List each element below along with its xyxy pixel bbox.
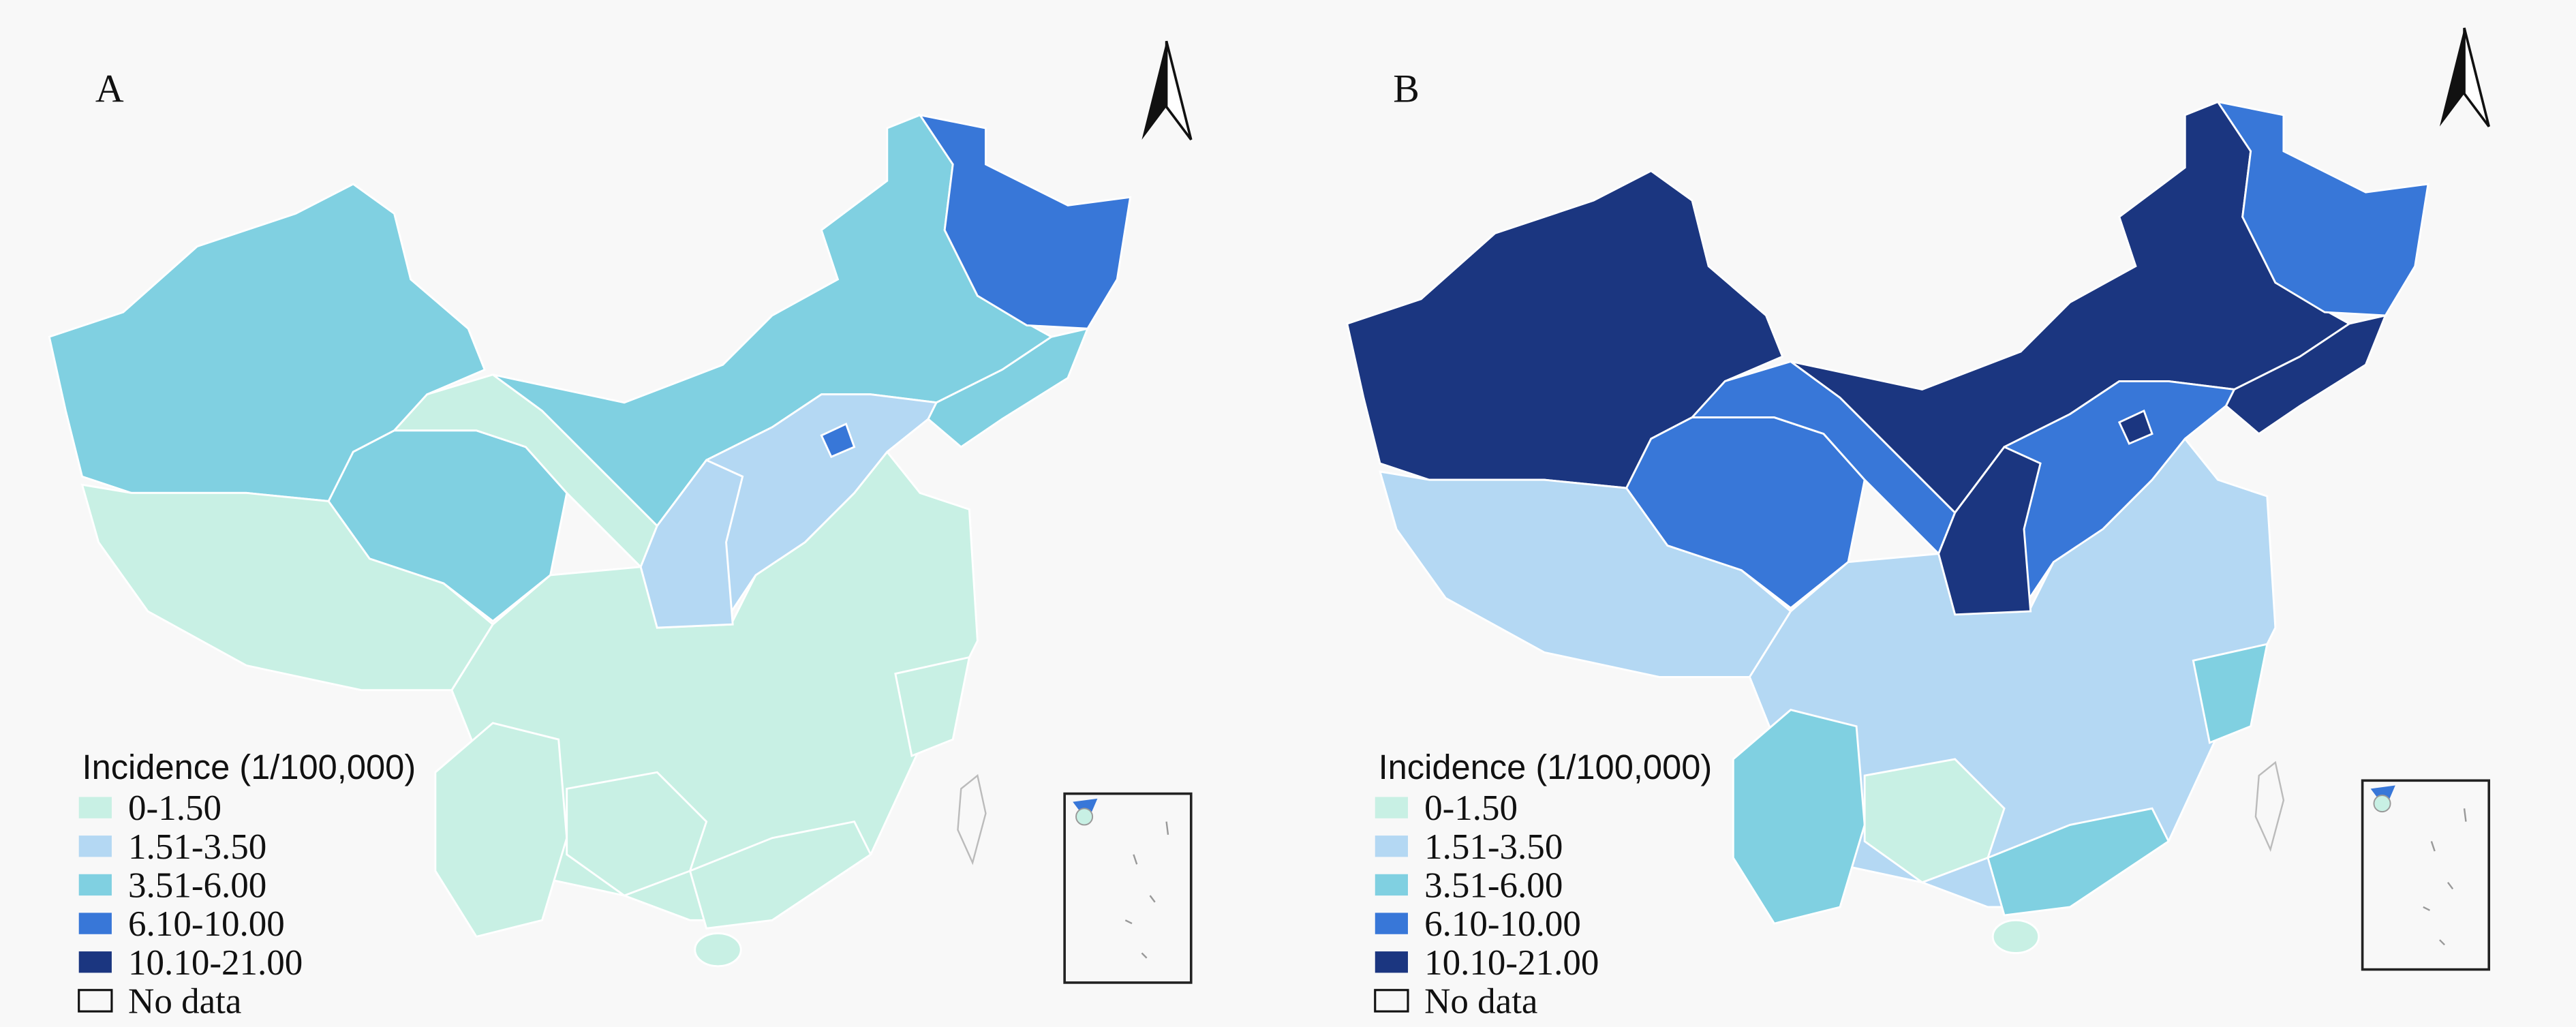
legend-title: Incidence (1/100,000) (1379, 748, 1713, 786)
legend-swatch (78, 836, 112, 857)
legend-label: 10.10-21.00 (128, 943, 303, 983)
legend-label: 1.51-3.50 (1424, 827, 1563, 867)
panel-label: A (95, 66, 124, 110)
legend-swatch (1375, 874, 1408, 896)
legend-label: 3.51-6.00 (128, 866, 266, 906)
legend-label: 10.10-21.00 (1424, 943, 1599, 983)
region (1991, 919, 2040, 954)
region (694, 932, 742, 968)
legend-swatch (78, 874, 112, 896)
legend-label: No data (1424, 982, 1537, 1022)
legend: Incidence (1/100,000)0-1.501.51-3.503.51… (1374, 748, 1713, 1022)
legend-swatch (78, 951, 112, 973)
legend: Incidence (1/100,000)0-1.501.51-3.503.51… (78, 748, 416, 1022)
legend-swatch (1374, 989, 1409, 1013)
legend-swatch (1375, 951, 1408, 973)
legend-swatch (1375, 913, 1408, 934)
panel-a: A Incidence (1/100,000)0-1.501.51-3.503.… (48, 40, 1193, 1022)
panel-label: B (1393, 66, 1420, 110)
legend-swatch (78, 797, 112, 818)
legend-swatch (1375, 797, 1408, 818)
legend-label: 0-1.50 (1424, 788, 1518, 828)
legend-label: 6.10-10.00 (1424, 904, 1581, 944)
panel-b: B Incidence (1/100,000)0-1.501.51-3.503.… (1346, 27, 2491, 1022)
region (434, 722, 568, 938)
legend-label: No data (128, 982, 241, 1022)
legend-swatch (78, 989, 113, 1013)
legend-label: 6.10-10.00 (128, 904, 285, 944)
legend-label: 0-1.50 (128, 788, 221, 828)
region (1732, 709, 1866, 925)
legend-label: 3.51-6.00 (1424, 866, 1563, 906)
legend-label: 1.51-3.50 (128, 827, 266, 867)
legend-title: Incidence (1/100,000) (82, 748, 416, 786)
legend-swatch (1375, 836, 1408, 857)
legend-swatch (78, 913, 112, 934)
